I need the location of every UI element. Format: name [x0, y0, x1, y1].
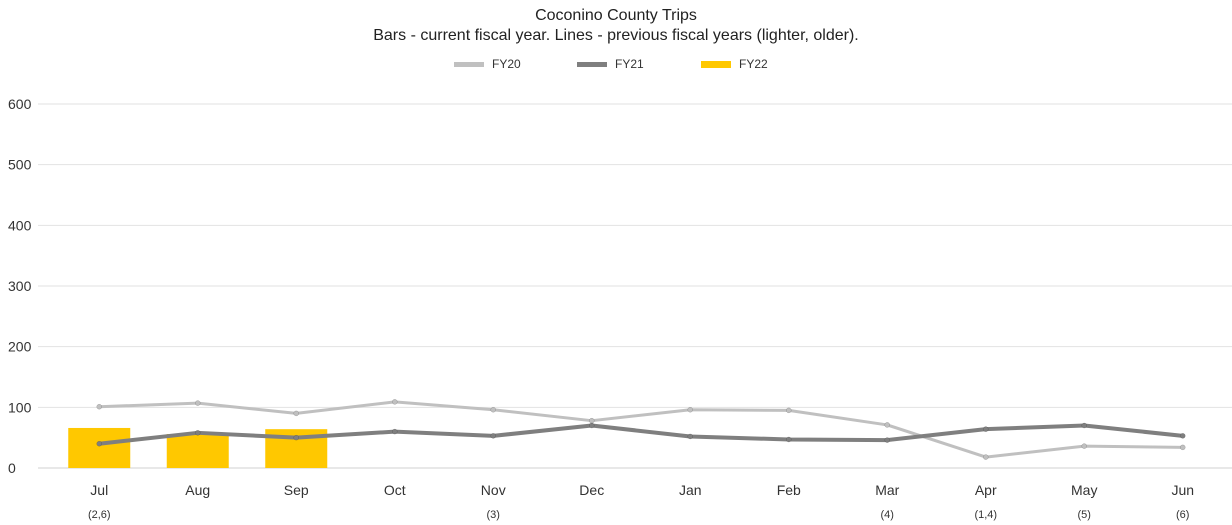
point-fy20 — [490, 407, 496, 413]
x-tick-label: Sep — [284, 482, 309, 498]
x-tick-note: (6) — [1176, 509, 1189, 521]
line-fy20 — [97, 400, 1185, 459]
legend-label-fy21: FY21 — [615, 57, 644, 71]
point-fy21 — [589, 422, 595, 429]
point-fy20 — [983, 454, 989, 460]
point-fy21 — [687, 433, 693, 440]
x-tick-label: Apr — [975, 482, 997, 498]
y-tick-label: 100 — [8, 399, 32, 415]
x-tick-note: (2,6) — [88, 509, 111, 521]
x-tick-label: Nov — [481, 482, 506, 498]
point-fy21 — [392, 428, 398, 435]
point-fy20 — [589, 417, 595, 424]
chart-title: Coconino County Trips — [535, 7, 697, 24]
chart-legend: FY20 FY21 FY22 — [0, 57, 1232, 75]
x-tick-label: Jan — [679, 482, 702, 498]
y-tick-label: 0 — [8, 460, 16, 476]
x-tick-note: (1,4) — [974, 509, 997, 521]
y-tick-label: 500 — [8, 157, 32, 173]
x-tick-label: May — [1071, 482, 1097, 498]
legend-item-fy22: FY22 — [701, 57, 768, 71]
y-tick-label: 300 — [8, 278, 32, 294]
point-fy21 — [96, 440, 102, 447]
x-tick-label: Aug — [185, 482, 210, 498]
point-fy20 — [392, 399, 398, 405]
point-fy21 — [1081, 422, 1087, 429]
legend-swatch-fy20 — [454, 61, 484, 67]
legend-item-fy20: FY20 — [454, 57, 521, 71]
y-tick-label: 200 — [8, 339, 32, 355]
point-fy20 — [1081, 443, 1087, 449]
point-fy20 — [293, 410, 299, 417]
point-fy21 — [983, 426, 989, 432]
legend-label-fy22: FY22 — [739, 57, 768, 71]
x-tick-label: Dec — [579, 482, 604, 498]
x-tick-label: Jun — [1171, 482, 1194, 498]
x-tick-label: Jul — [90, 482, 108, 498]
x-tick-label: Mar — [875, 482, 899, 498]
y-tick-label: 600 — [8, 96, 32, 112]
x-tick-label: Feb — [777, 482, 801, 498]
x-tick-note: (5) — [1078, 509, 1091, 521]
point-fy20 — [1180, 444, 1186, 451]
point-fy20 — [687, 407, 693, 413]
point-fy21 — [1180, 433, 1186, 439]
point-fy21 — [293, 434, 299, 441]
x-tick-label: Oct — [384, 482, 406, 498]
point-fy21 — [490, 433, 496, 439]
point-fy20 — [786, 407, 792, 414]
point-fy20 — [195, 400, 201, 406]
x-tick-note: (4) — [881, 509, 894, 521]
legend-label-fy20: FY20 — [492, 57, 521, 71]
chart-subtitle: Bars - current fiscal year. Lines - prev… — [373, 27, 859, 44]
point-fy21 — [884, 437, 890, 443]
point-fy20 — [96, 403, 102, 410]
legend-item-fy21: FY21 — [577, 57, 644, 71]
bar-fy22 — [68, 427, 131, 468]
x-tick-note: (3) — [487, 509, 500, 521]
point-fy21 — [195, 430, 201, 436]
line-fy21 — [97, 423, 1185, 446]
legend-swatch-fy21 — [577, 61, 607, 67]
legend-swatch-fy22 — [701, 60, 731, 68]
y-tick-label: 400 — [8, 217, 32, 233]
bar-fy22 — [166, 434, 229, 468]
point-fy21 — [786, 436, 792, 443]
point-fy20 — [884, 422, 890, 428]
